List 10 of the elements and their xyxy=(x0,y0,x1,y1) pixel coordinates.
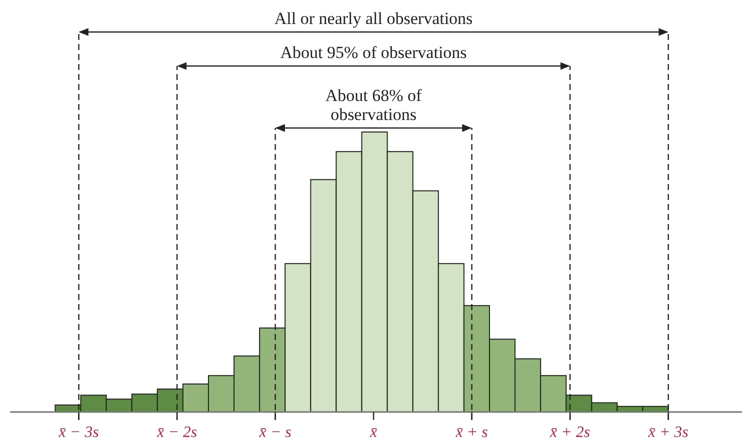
x-tick-label: x̄ xyxy=(368,424,378,441)
x-tick-label: x̄ + 3s xyxy=(647,424,688,441)
x-tick-label: x̄ − 2s xyxy=(156,424,198,441)
x-tick-label: x̄ − 3s xyxy=(58,424,99,441)
text: All or nearly all observations xyxy=(274,9,473,28)
x-tick-label: x̄ + s xyxy=(454,424,488,441)
x-tick-label: x̄ − s xyxy=(258,424,292,441)
text: About 68% of observations xyxy=(325,86,422,124)
text: About 95% of observations xyxy=(280,43,467,62)
x-tick-label: x̄ + 2s xyxy=(548,424,590,441)
